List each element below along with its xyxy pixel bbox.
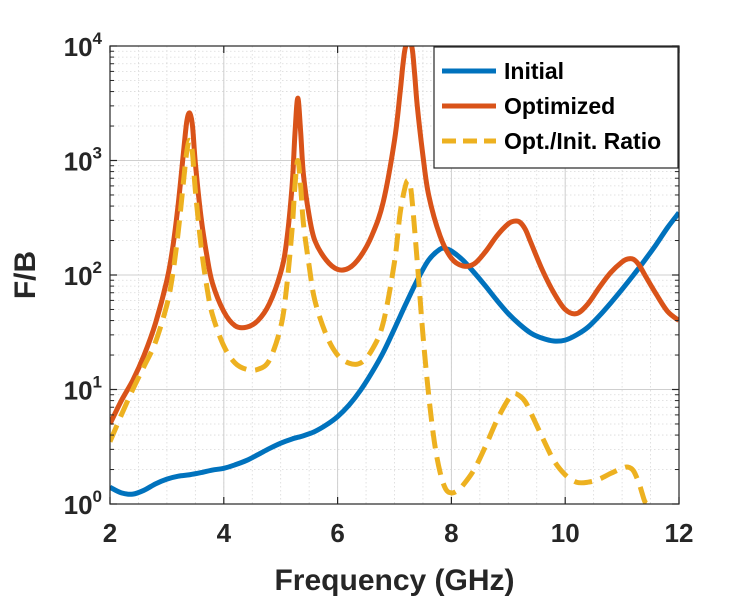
x-tick-label: 2 [103,518,117,548]
y-tick-base: 10 [64,261,93,291]
y-tick-base: 10 [64,376,93,406]
series-line-initial [110,211,679,497]
legend-label-optimized: Optimized [504,93,615,119]
y-tick-exponent: 0 [93,487,102,506]
y-tick-label: 101 [64,373,102,406]
y-tick-label: 103 [64,144,102,177]
x-tick-label: 8 [444,518,458,548]
y-tick-base: 10 [64,32,93,62]
y-axis-label: F/B [9,251,42,299]
x-tick-label: 12 [665,518,694,548]
x-tick-label: 6 [330,518,344,548]
y-tick-exponent: 3 [93,144,102,163]
legend-label-opt-init-ratio: Opt./Init. Ratio [504,128,661,154]
y-tick-exponent: 1 [93,373,102,392]
legend: Initial Optimized Opt./Init. Ratio [433,46,679,169]
y-tick-label: 104 [64,29,103,62]
x-axis-label: Frequency (GHz) [274,564,514,597]
y-tick-label: 102 [64,258,102,291]
y-tick-base: 10 [64,490,93,520]
y-tick-label: 100 [64,487,102,520]
y-tick-base: 10 [64,147,93,177]
y-tick-exponent: 4 [93,29,103,48]
series-layer [110,46,679,504]
y-tick-exponent: 2 [93,258,102,277]
x-tick-labels: 2 4 6 8 10 12 [103,518,694,548]
x-tick-label: 10 [551,518,580,548]
x-tick-label: 4 [217,518,232,548]
legend-label-initial: Initial [504,58,564,84]
series-line-opt-init-ratio [110,137,650,504]
